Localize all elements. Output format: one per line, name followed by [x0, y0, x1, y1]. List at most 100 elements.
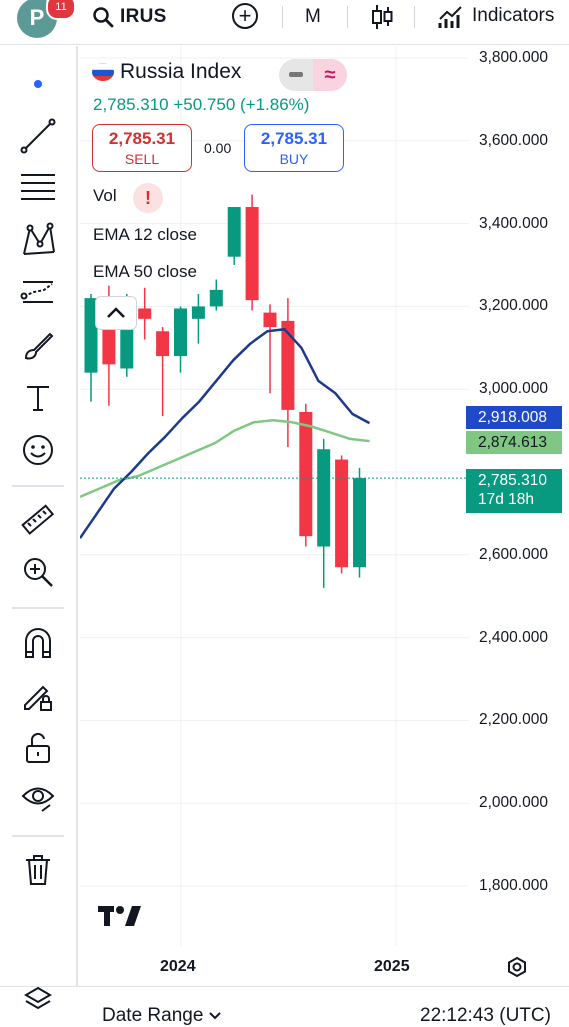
- forecast-icon: [20, 281, 53, 303]
- vol-indicator-label[interactable]: Vol: [93, 186, 117, 205]
- cursor-tool[interactable]: [18, 64, 58, 104]
- toolbar-divider: [12, 835, 64, 837]
- zoom-in-tool[interactable]: [18, 552, 58, 592]
- sell-label: SELL: [124, 151, 160, 167]
- spread-value: 0.00: [204, 140, 232, 156]
- candle-body: [227, 207, 241, 257]
- remove-tool[interactable]: [18, 850, 58, 890]
- price-label: 3,800.000: [479, 49, 548, 66]
- candle-body: [209, 289, 223, 307]
- last-price-tag: 2,785.310 17d 18h: [466, 469, 562, 513]
- lock-drawing-tool[interactable]: [18, 676, 58, 716]
- indicators-icon: [438, 6, 462, 28]
- chevron-down-icon: [209, 1012, 222, 1020]
- date-range-label: Date Range: [102, 1005, 204, 1026]
- candle-body: [263, 312, 277, 328]
- buy-label: BUY: [279, 151, 309, 167]
- tradingview-logo: [98, 906, 141, 926]
- tilde-icon[interactable]: ≈: [313, 59, 347, 91]
- ema12-indicator-label[interactable]: EMA 12 close: [93, 225, 197, 244]
- symbol-label: IRUS: [120, 6, 167, 27]
- candle-body: [299, 411, 313, 537]
- timezone-clock[interactable]: 22:12:43 (UTC): [420, 1005, 551, 1026]
- fib-tool[interactable]: [18, 168, 58, 208]
- candle-body: [281, 320, 295, 410]
- chart-type-candles-icon[interactable]: [370, 4, 394, 30]
- chart-pane[interactable]: [80, 46, 469, 946]
- collapse-indicators-button[interactable]: [95, 296, 137, 330]
- date-range-button[interactable]: Date Range: [102, 1005, 222, 1027]
- buy-price: 2,785.31: [260, 129, 328, 148]
- time-label: 2025: [374, 958, 410, 975]
- avatar-letter: P: [29, 5, 45, 30]
- toolbar-divider: [12, 607, 64, 609]
- legend-toggle-group[interactable]: ≈: [279, 59, 347, 91]
- price-label: 3,600.000: [479, 131, 548, 149]
- magnet-tool[interactable]: [18, 624, 58, 664]
- chart-settings-icon[interactable]: [506, 956, 528, 978]
- indicators-button[interactable]: Indicators: [438, 3, 554, 29]
- price-scale[interactable]: 3,800.000 3,600.000 3,400.000 3,200.000 3,00…: [469, 46, 569, 946]
- candle-body: [317, 449, 331, 547]
- price-label: 3,000.000: [479, 380, 548, 398]
- pattern-tool[interactable]: [18, 220, 58, 260]
- layers-icon[interactable]: [24, 985, 52, 1015]
- divider: [347, 6, 348, 28]
- ema12-price-tag: 2,918.008: [466, 406, 562, 429]
- price-label: 2,200.000: [479, 711, 548, 729]
- emoji-tool[interactable]: [18, 430, 58, 470]
- lock-all-tool[interactable]: [18, 728, 58, 768]
- time-label: 2024: [160, 958, 196, 975]
- smiley-icon: [23, 435, 53, 465]
- buy-button[interactable]: 2,785.31 BUY: [244, 124, 344, 172]
- candle-body: [156, 331, 170, 357]
- minus-icon: [289, 72, 303, 77]
- notification-badge: 11: [46, 0, 76, 20]
- brush-tool[interactable]: [18, 326, 58, 366]
- time-axis[interactable]: 2024 2025: [80, 946, 569, 990]
- zoom-in-icon: [24, 558, 53, 587]
- collapse-legend-button[interactable]: [279, 59, 313, 91]
- indicators-label: Indicators: [472, 5, 555, 26]
- price-label: 1,800.000: [479, 877, 548, 894]
- candle-body: [84, 298, 98, 373]
- candle-countdown: 17d 18h: [478, 491, 535, 508]
- ema50-indicator-label[interactable]: EMA 50 close: [93, 262, 197, 281]
- russia-flag-icon: [92, 63, 114, 81]
- candle-body: [138, 308, 152, 319]
- unlock-icon: [26, 732, 50, 763]
- drawing-toolbar: [0, 46, 78, 986]
- price-label: 3,400.000: [479, 214, 548, 232]
- price-label: 2,400.000: [479, 628, 548, 646]
- forecast-tool[interactable]: [18, 272, 58, 312]
- pencil-lock-icon: [24, 685, 52, 711]
- compare-add-button[interactable]: +: [232, 3, 258, 29]
- dot-cursor-icon: [34, 80, 42, 88]
- toolbar-divider: [12, 485, 64, 487]
- price-label: 3,200.000: [479, 297, 548, 315]
- text-tool[interactable]: [18, 378, 58, 418]
- measure-tool[interactable]: [18, 500, 58, 540]
- magnet-icon: [25, 628, 51, 658]
- search-icon: [93, 7, 114, 28]
- trash-icon: [26, 855, 50, 885]
- candle-body: [335, 459, 349, 568]
- price-chart[interactable]: [80, 46, 469, 946]
- bottom-bar: Date Range 22:12:43 (UTC): [0, 985, 569, 1027]
- symbol-search-button[interactable]: IRUS: [92, 5, 167, 29]
- price-label: 2,600.000: [479, 545, 548, 563]
- pattern-icon: [23, 222, 55, 255]
- candle-body: [191, 306, 205, 319]
- divider: [282, 6, 283, 28]
- vol-warning-icon[interactable]: !: [133, 183, 163, 213]
- interval-button[interactable]: M: [305, 6, 321, 27]
- symbol-title: Russia Index: [120, 60, 242, 83]
- ruler-icon: [21, 504, 55, 535]
- price-label: 2,000.000: [479, 794, 548, 812]
- hide-tool[interactable]: [18, 778, 58, 818]
- sell-button[interactable]: 2,785.31 SELL: [92, 124, 192, 172]
- trend-line-icon: [20, 118, 56, 154]
- symbol-legend-title[interactable]: Russia Index: [92, 60, 241, 84]
- trend-line-tool[interactable]: [18, 116, 58, 156]
- ema12-line: [80, 327, 371, 539]
